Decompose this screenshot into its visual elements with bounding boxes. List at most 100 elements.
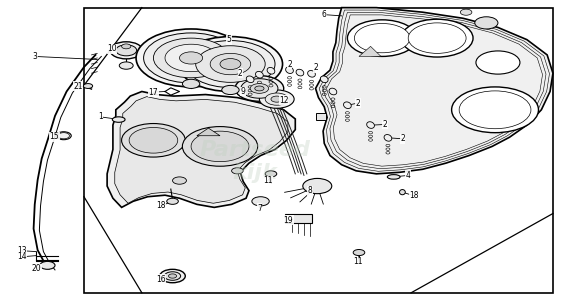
Ellipse shape: [285, 67, 294, 74]
Circle shape: [191, 131, 249, 162]
Text: 6: 6: [322, 10, 327, 19]
Circle shape: [255, 86, 264, 91]
Circle shape: [56, 132, 71, 140]
Circle shape: [265, 93, 288, 105]
Circle shape: [460, 9, 472, 15]
Ellipse shape: [246, 76, 254, 83]
Text: 18: 18: [409, 191, 419, 200]
Text: 18: 18: [156, 201, 166, 210]
Circle shape: [210, 53, 251, 75]
Circle shape: [259, 90, 294, 108]
Text: 16: 16: [156, 274, 166, 284]
Text: 13: 13: [17, 246, 27, 255]
Text: 5: 5: [226, 35, 231, 44]
Circle shape: [116, 45, 137, 56]
Circle shape: [250, 84, 269, 93]
Polygon shape: [107, 92, 295, 207]
Circle shape: [232, 168, 243, 174]
Circle shape: [475, 17, 498, 29]
Text: 2: 2: [383, 120, 387, 129]
Text: 14: 14: [17, 252, 27, 261]
Text: 1: 1: [98, 112, 102, 121]
Text: 7: 7: [257, 203, 262, 213]
Circle shape: [452, 87, 538, 133]
Circle shape: [122, 124, 185, 157]
Circle shape: [83, 84, 93, 88]
Ellipse shape: [307, 70, 316, 77]
Circle shape: [220, 59, 241, 70]
Bar: [316, 113, 326, 120]
Circle shape: [164, 272, 181, 280]
Polygon shape: [316, 8, 553, 174]
Circle shape: [303, 178, 332, 194]
Circle shape: [354, 23, 410, 53]
Text: 3: 3: [32, 52, 37, 61]
Circle shape: [167, 198, 178, 204]
Ellipse shape: [367, 122, 375, 128]
Circle shape: [265, 171, 277, 177]
Text: 12: 12: [279, 95, 288, 105]
Text: 4: 4: [406, 171, 411, 180]
Circle shape: [182, 79, 200, 88]
Text: 2: 2: [238, 69, 243, 78]
Circle shape: [119, 62, 133, 69]
Circle shape: [347, 20, 417, 56]
Circle shape: [136, 29, 246, 87]
Polygon shape: [197, 128, 220, 136]
Polygon shape: [115, 97, 288, 203]
Bar: [84, 8, 553, 293]
Ellipse shape: [329, 88, 337, 95]
Text: 9: 9: [241, 87, 245, 96]
Text: 8: 8: [307, 186, 312, 195]
Circle shape: [168, 274, 177, 278]
Ellipse shape: [267, 67, 275, 74]
Text: 20: 20: [32, 264, 41, 273]
Ellipse shape: [320, 76, 328, 83]
Circle shape: [271, 96, 283, 102]
Text: 19: 19: [284, 216, 293, 225]
Text: 2: 2: [400, 134, 405, 143]
Circle shape: [165, 44, 217, 72]
Circle shape: [122, 44, 131, 49]
Circle shape: [241, 79, 278, 98]
Circle shape: [252, 197, 269, 206]
Text: 17: 17: [149, 88, 158, 97]
Circle shape: [40, 261, 55, 269]
Text: 11: 11: [353, 257, 362, 266]
Ellipse shape: [255, 71, 263, 78]
FancyBboxPatch shape: [285, 214, 312, 223]
Text: Partseed
kijk: Partseed kijk: [199, 140, 310, 183]
Polygon shape: [359, 46, 381, 56]
Circle shape: [110, 42, 142, 59]
Circle shape: [173, 177, 186, 184]
Circle shape: [160, 269, 185, 283]
Circle shape: [408, 23, 466, 53]
Text: 15: 15: [50, 132, 59, 141]
Circle shape: [353, 249, 365, 256]
Text: 2: 2: [313, 63, 318, 72]
Text: 2: 2: [356, 99, 360, 108]
Circle shape: [222, 85, 239, 95]
Text: 21: 21: [74, 81, 83, 91]
Circle shape: [179, 52, 203, 64]
Ellipse shape: [400, 189, 405, 195]
Circle shape: [153, 38, 229, 78]
Circle shape: [144, 33, 239, 83]
Circle shape: [182, 127, 258, 166]
Text: 10: 10: [107, 44, 116, 53]
Circle shape: [178, 37, 283, 92]
Circle shape: [129, 127, 178, 153]
Circle shape: [235, 76, 284, 101]
Circle shape: [476, 51, 520, 74]
Circle shape: [196, 46, 265, 82]
Ellipse shape: [384, 135, 392, 141]
Ellipse shape: [343, 102, 351, 109]
Circle shape: [401, 19, 473, 57]
Text: 11: 11: [263, 176, 272, 185]
Ellipse shape: [112, 117, 125, 122]
Ellipse shape: [387, 174, 400, 179]
Circle shape: [459, 91, 531, 129]
Circle shape: [186, 41, 275, 88]
Text: 2: 2: [287, 59, 292, 69]
Ellipse shape: [296, 69, 304, 76]
